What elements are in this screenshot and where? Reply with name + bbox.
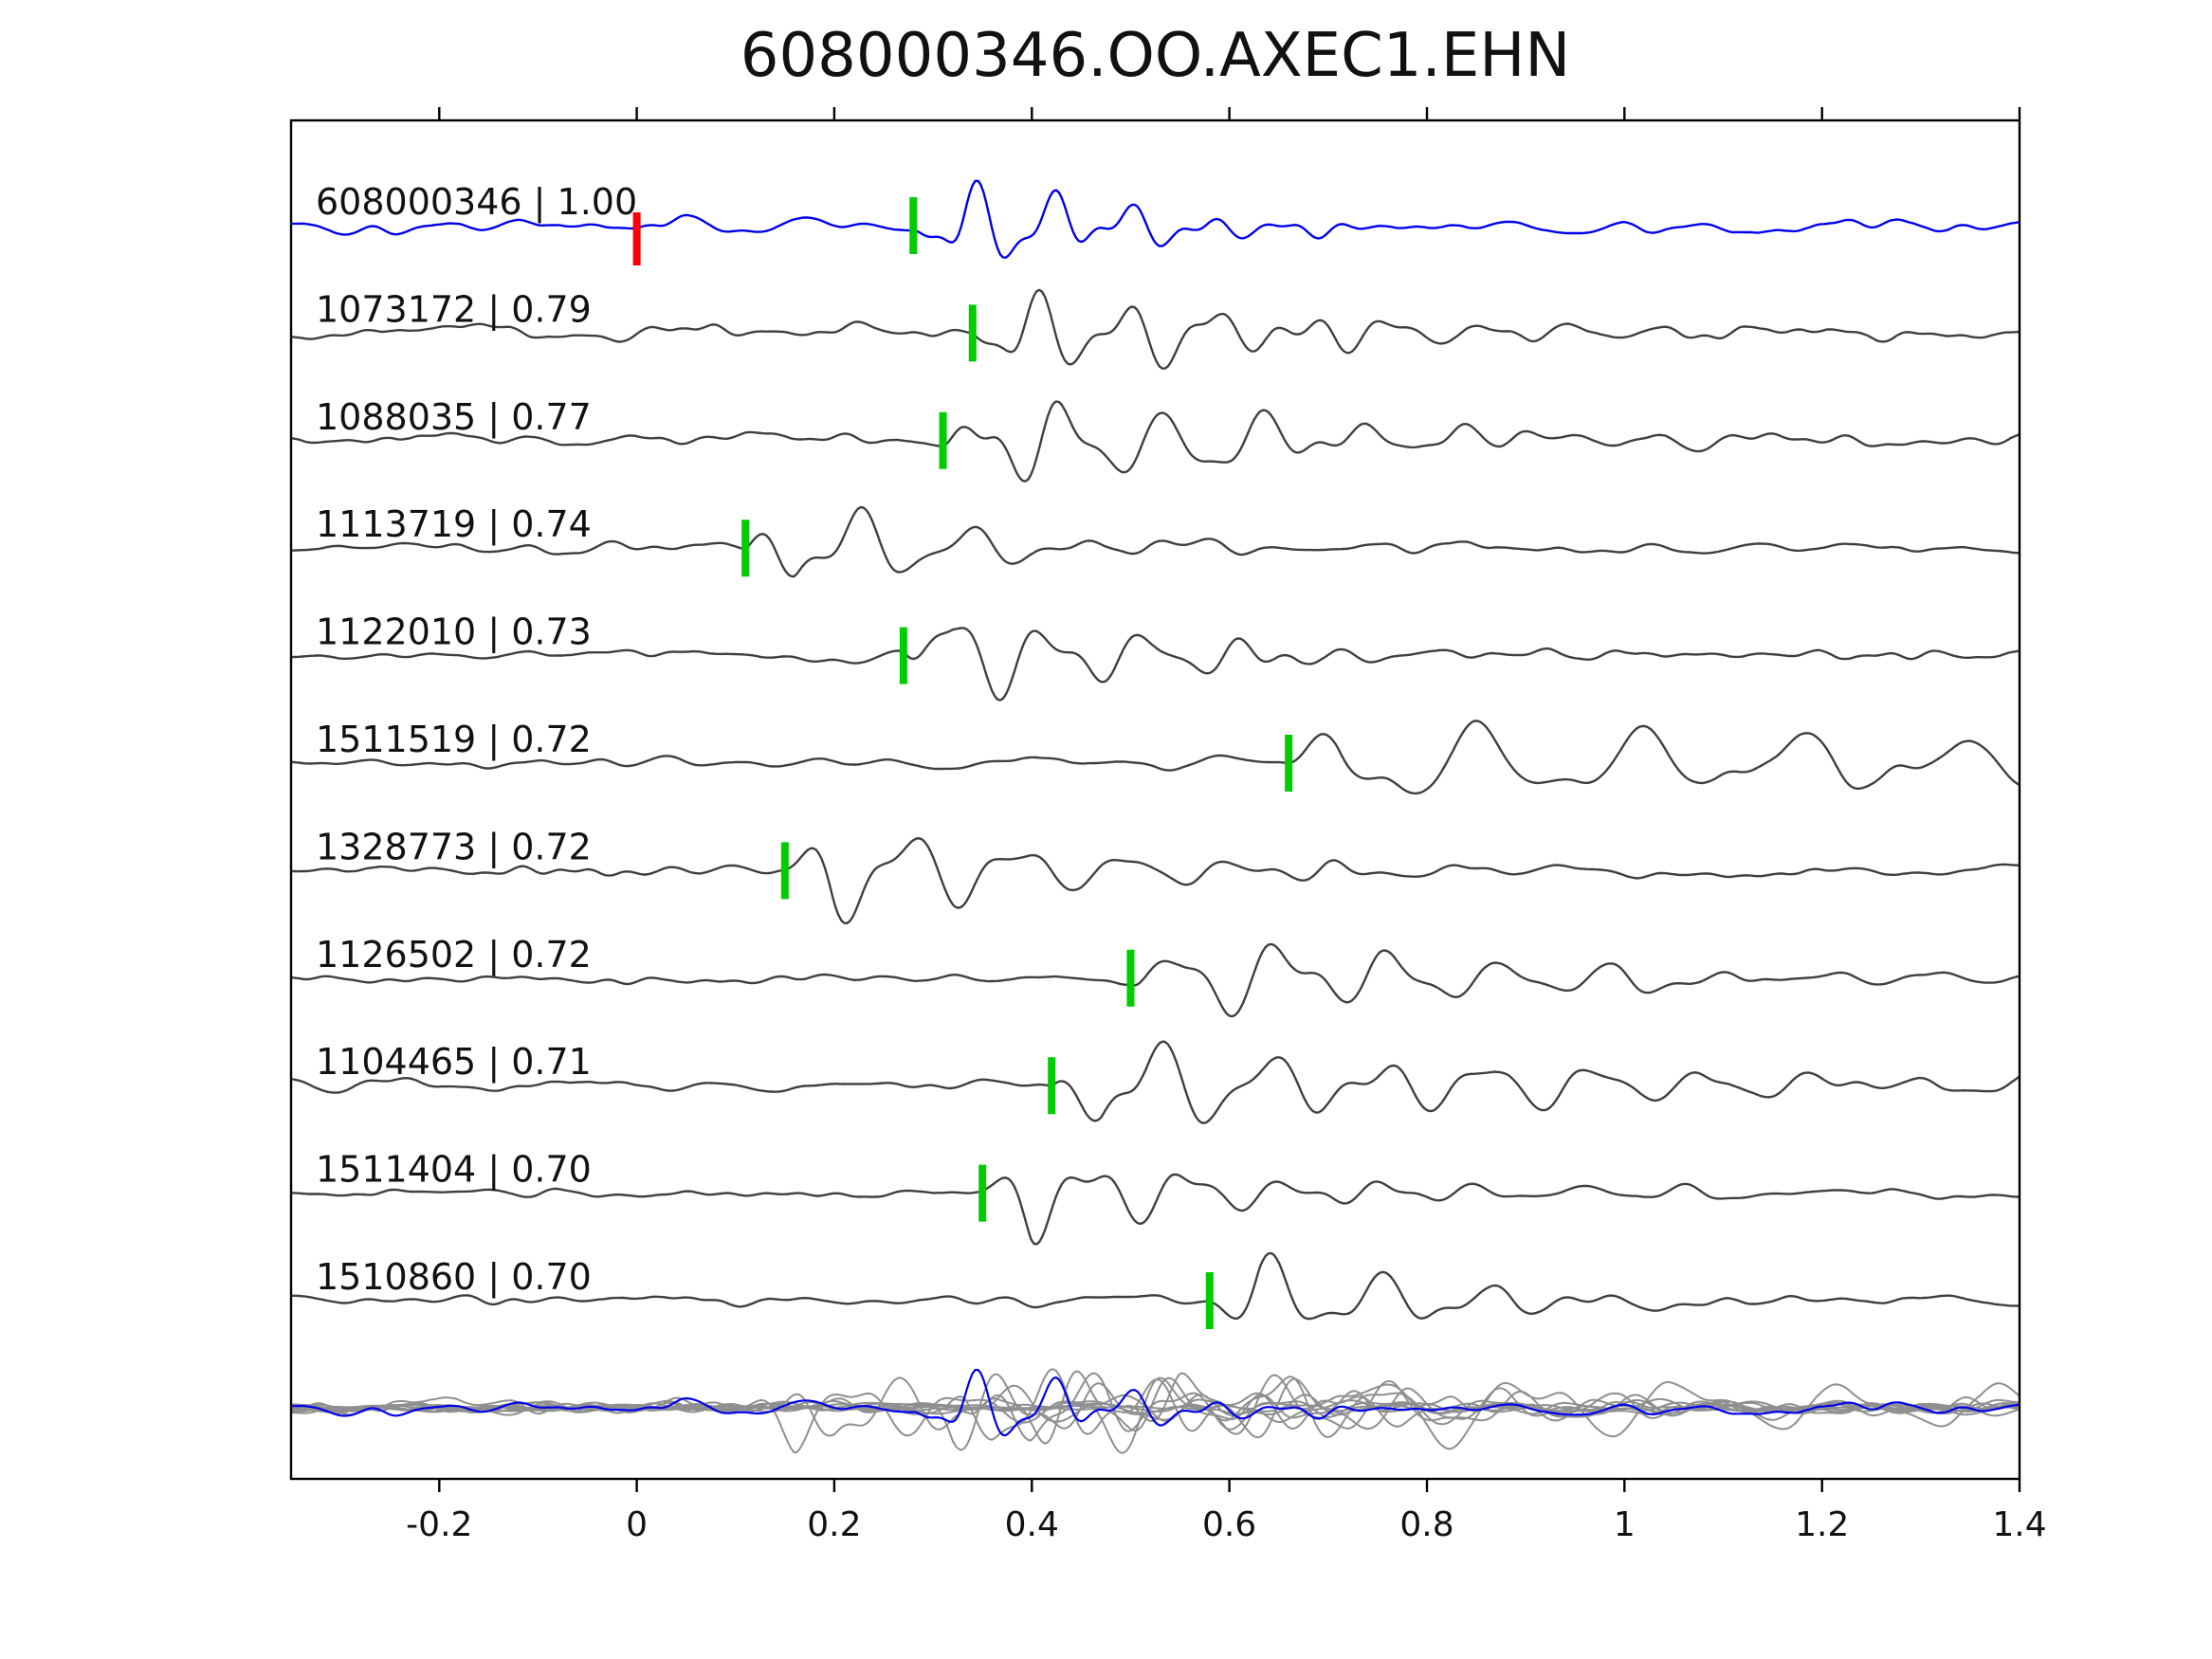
detection-waveform bbox=[291, 1251, 2020, 1321]
x-axis-tick-label: 0.6 bbox=[1202, 1505, 1256, 1544]
detection-waveform bbox=[291, 1040, 2020, 1124]
plot-border bbox=[289, 118, 2021, 1481]
detection-waveform bbox=[291, 720, 2020, 795]
trace-label: 1088035 | 0.77 bbox=[316, 396, 592, 439]
detection-waveform bbox=[291, 400, 2020, 483]
trace-label: 1104465 | 0.71 bbox=[316, 1041, 592, 1084]
x-axis-tick-label: 0.2 bbox=[807, 1505, 861, 1544]
detection-waveform bbox=[291, 837, 2020, 925]
trace-label: 1122010 | 0.73 bbox=[316, 611, 592, 654]
x-axis-tick-label: 0.4 bbox=[1005, 1505, 1059, 1544]
trace-label: 608000346 | 1.00 bbox=[316, 181, 637, 224]
trace-label: 1510860 | 0.70 bbox=[316, 1256, 592, 1299]
trace-label: 1511519 | 0.72 bbox=[316, 719, 592, 761]
trace-label: 1073172 | 0.79 bbox=[316, 288, 592, 331]
detection-waveform bbox=[291, 288, 2020, 370]
plot-area bbox=[291, 179, 2020, 1454]
trace-label: 1328773 | 0.72 bbox=[316, 826, 592, 868]
x-axis-tick-label: 0.8 bbox=[1399, 1505, 1453, 1544]
detection-waveform bbox=[291, 505, 2020, 578]
trace-label: 1511404 | 0.70 bbox=[316, 1149, 592, 1192]
detection-waveform bbox=[291, 1173, 2020, 1246]
overlay-template-waveform bbox=[291, 1368, 2020, 1436]
overlay-waveform bbox=[291, 1372, 2020, 1442]
overlay-waveform bbox=[291, 1374, 2020, 1454]
x-axis-tick-label: -0.2 bbox=[406, 1505, 472, 1544]
template-waveform bbox=[291, 179, 2020, 259]
detection-waveform bbox=[291, 942, 2020, 1018]
x-axis-tick-label: 0 bbox=[626, 1505, 648, 1544]
x-axis-tick-label: 1 bbox=[1614, 1505, 1636, 1544]
detection-waveform bbox=[291, 627, 2020, 702]
x-axis-tick-label: 1.4 bbox=[1992, 1505, 2046, 1544]
x-axis-tick-label: 1.2 bbox=[1795, 1505, 1849, 1544]
trace-label: 1126502 | 0.72 bbox=[316, 934, 592, 976]
figure-title: 608000346.OO.AXEC1.EHN bbox=[740, 21, 1571, 91]
trace-label: 1113719 | 0.74 bbox=[316, 503, 592, 546]
